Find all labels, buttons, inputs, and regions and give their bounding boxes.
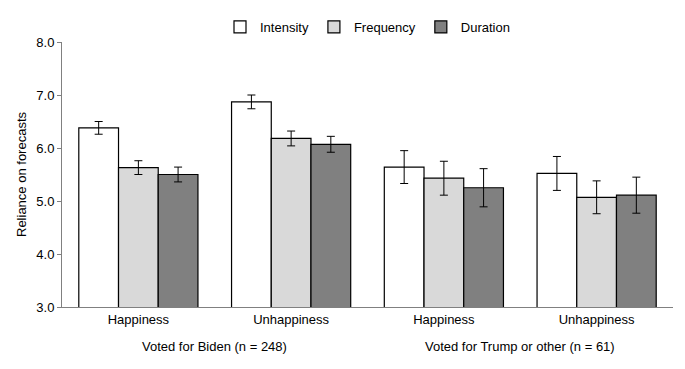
svg-text:5.0: 5.0	[36, 194, 54, 209]
svg-text:Duration: Duration	[461, 20, 510, 35]
svg-text:7.0: 7.0	[36, 88, 54, 103]
svg-text:6.0: 6.0	[36, 141, 54, 156]
svg-text:Happiness: Happiness	[108, 312, 170, 327]
svg-text:Reliance on forecasts: Reliance on forecasts	[14, 111, 29, 237]
svg-text:4.0: 4.0	[36, 247, 54, 262]
svg-text:Unhappiness: Unhappiness	[253, 312, 329, 327]
svg-text:Voted for Trump or other (n =: Voted for Trump or other (n = 61)	[425, 339, 615, 354]
svg-text:Unhappiness: Unhappiness	[559, 312, 635, 327]
svg-text:Intensity: Intensity	[260, 20, 309, 35]
svg-text:3.0: 3.0	[36, 300, 54, 315]
svg-text:Voted for Biden (n = 248): Voted for Biden (n = 248)	[142, 339, 287, 354]
svg-text:8.0: 8.0	[36, 35, 54, 50]
svg-text:Happiness: Happiness	[413, 312, 475, 327]
svg-text:Frequency: Frequency	[354, 20, 416, 35]
